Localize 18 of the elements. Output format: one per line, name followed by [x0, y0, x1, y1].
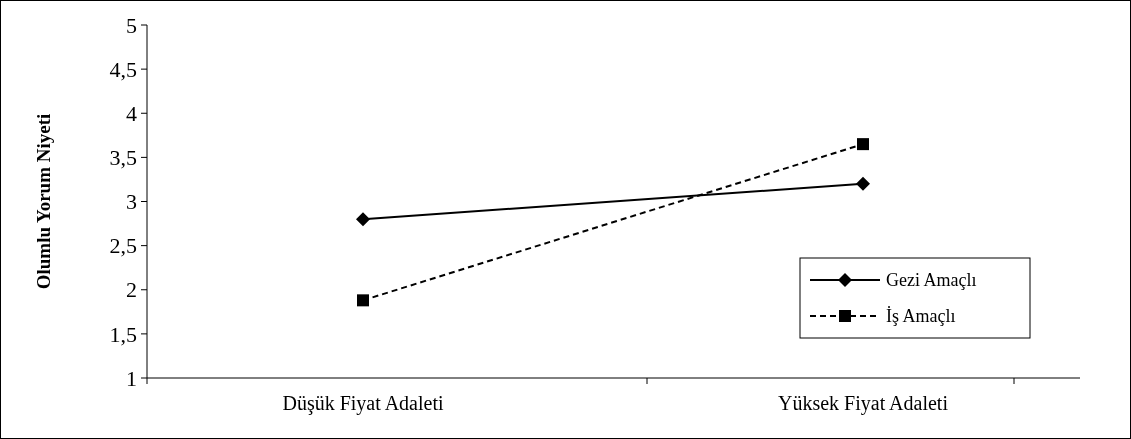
y-tick-label: 2: [126, 277, 137, 303]
point: [357, 294, 369, 307]
y-tick-label: 3: [126, 189, 137, 215]
y-tick-label: 5: [126, 12, 137, 38]
legend-label: İş Amaçlı: [886, 306, 956, 327]
point: [856, 176, 870, 191]
point: [356, 212, 370, 227]
y-tick-label: 2,5: [109, 233, 137, 259]
y-tick-label: 4: [126, 100, 137, 126]
y-tick-label: 1,5: [109, 321, 137, 347]
y-axis-title: Olumlu Yorum Niyeti: [33, 113, 54, 290]
legend-label: Gezi Amaçlı: [886, 270, 977, 291]
point: [857, 138, 869, 151]
y-tick-label: 4,5: [109, 56, 137, 82]
y-tick-label: 1: [126, 365, 137, 391]
x-tick-label: Yüksek Fiyat Adaleti: [778, 392, 949, 415]
y-tick-label: 3,5: [109, 145, 137, 171]
x-tick-label: Düşük Fiyat Adaleti: [282, 392, 444, 415]
